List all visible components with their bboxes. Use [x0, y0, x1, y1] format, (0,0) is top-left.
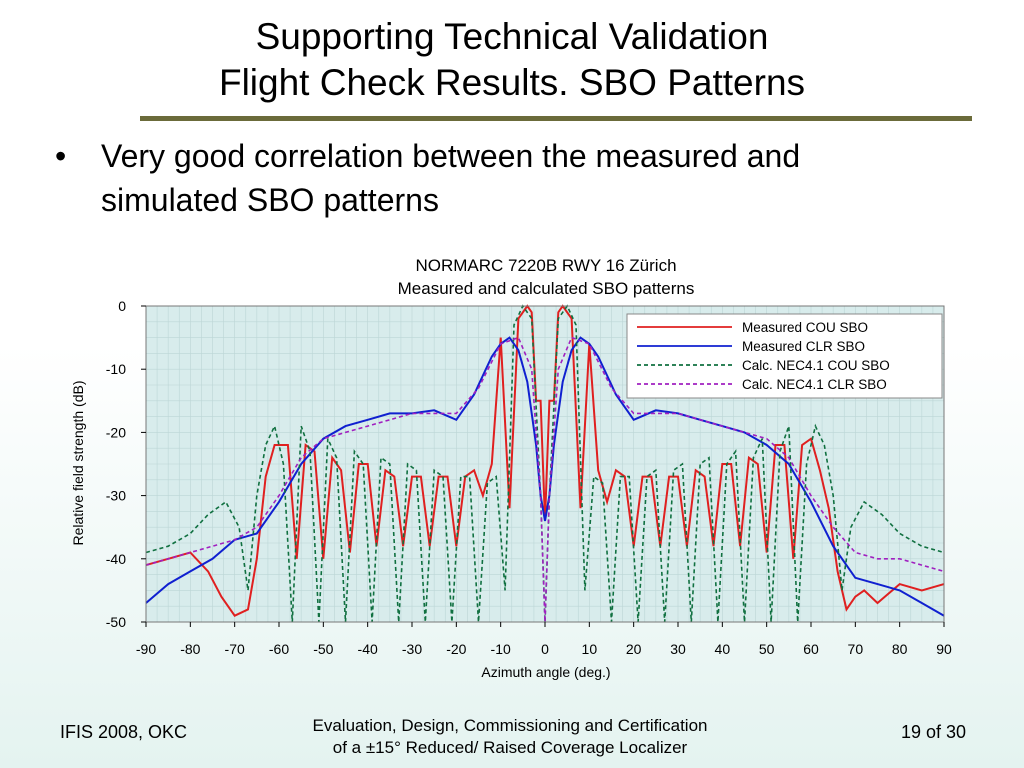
legend-label: Calc. NEC4.1 CLR SBO: [742, 377, 887, 392]
chart-legend: Measured COU SBO Measured CLR SBO Calc. NE…: [626, 313, 943, 399]
x-tick-label: 90: [936, 641, 952, 657]
series-measured-clr-sbo: [145, 336, 945, 617]
y-tick-label: -40: [106, 551, 126, 567]
y-tick-label: -20: [106, 424, 126, 440]
x-tick-label: -30: [402, 641, 422, 657]
chart-axes: -90 -80 -70 -60 -50 -40 -30 -20 -10 0 10 20 30 40 50 60…: [106, 298, 952, 657]
bullet-symbol: •: [55, 138, 67, 174]
x-tick-label: -80: [180, 641, 200, 657]
title-line-1: Supporting Technical Validation: [255, 16, 769, 57]
chart-title: NORMARC 7220B RWY 16 Zürich: [415, 256, 676, 275]
x-tick-label: -60: [269, 641, 289, 657]
y-tick-label: 0: [118, 298, 126, 314]
slide-title: Supporting Technical Validation Flight C…: [0, 14, 1024, 106]
x-tick-label: -40: [358, 641, 378, 657]
page-number: 19 of 30: [900, 722, 966, 742]
x-tick-label: 50: [759, 641, 775, 657]
x-tick-label: 70: [848, 641, 864, 657]
chart-series: [145, 304, 945, 623]
chart-subtitle: Measured and calculated SBO patterns: [398, 279, 695, 298]
x-tick-label: -10: [491, 641, 511, 657]
x-tick-label: 30: [670, 641, 686, 657]
footer-subject-line-1: Evaluation, Design, Commissioning and Ce…: [312, 716, 708, 735]
x-tick-label: 60: [803, 641, 819, 657]
x-tick-label: 10: [582, 641, 598, 657]
x-axis-label: Azimuth angle (deg.): [481, 664, 610, 680]
x-tick-label: 80: [892, 641, 908, 657]
x-tick-label: -20: [446, 641, 466, 657]
title-line-2: Flight Check Results. SBO Patterns: [218, 62, 806, 103]
bullet-text: Very good correlation between the measur…: [101, 138, 801, 218]
series-calc-nec4-1-cou-sbo: [145, 304, 945, 623]
x-tick-label: 40: [715, 641, 731, 657]
y-tick-label: -10: [106, 361, 126, 377]
legend-label: Measured CLR SBO: [742, 339, 865, 354]
x-tick-label: 0: [541, 641, 549, 657]
footer-subject-line-2: of a ±15° Reduced/ Raised Coverage Local…: [332, 738, 688, 757]
footer-event: IFIS 2008, OKC: [60, 722, 188, 742]
y-tick-label: -30: [106, 488, 126, 504]
title-rule: [140, 116, 972, 121]
chart-grid: [145, 305, 945, 623]
series-measured-cou-sbo: [145, 304, 945, 617]
legend-label: Calc. NEC4.1 COU SBO: [742, 358, 890, 373]
x-tick-label: -50: [313, 641, 333, 657]
x-tick-label: 20: [626, 641, 642, 657]
x-tick-label: -70: [225, 641, 245, 657]
series-calc-nec4-1-clr-sbo: [145, 336, 945, 623]
legend-label: Measured COU SBO: [742, 320, 868, 335]
footer-subject: Evaluation, Design, Commissioning and Ce…: [270, 715, 750, 759]
y-axis-label: Relative field strength (dB): [70, 381, 86, 546]
y-tick-label: -50: [106, 614, 126, 630]
x-tick-label: -90: [136, 641, 156, 657]
